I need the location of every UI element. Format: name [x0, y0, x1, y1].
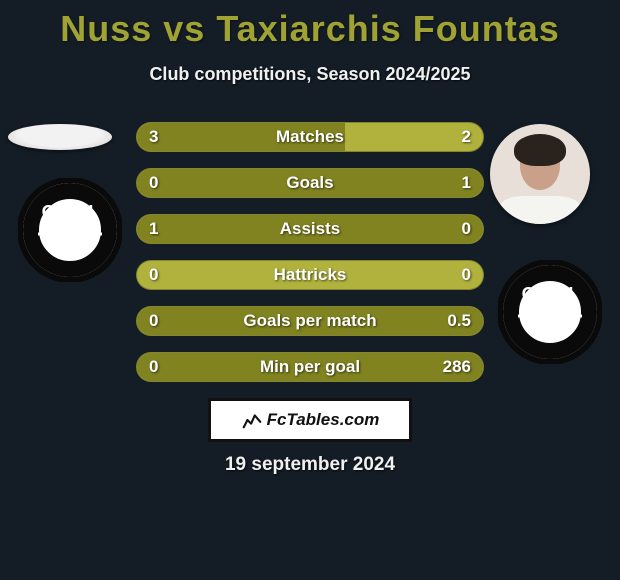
stat-bar: 0Min per goal286 — [136, 352, 484, 382]
comparison-bars: 3Matches20Goals11Assists00Hattricks00Goa… — [136, 122, 484, 398]
player-right-avatar — [490, 124, 590, 224]
svg-text:Ο.Φ.Η.: Ο.Φ.Η. — [522, 284, 579, 304]
stat-bar-right-value: 0 — [462, 215, 471, 243]
stat-bar-label: Goals per match — [137, 307, 483, 335]
stat-bar: 3Matches2 — [136, 122, 484, 152]
stat-bar-label: Hattricks — [137, 261, 483, 289]
club-badge-icon: Ο.Φ.Η. 1925 — [498, 260, 602, 364]
club-badge-icon: Ο.Φ.Η. 1925 — [18, 178, 122, 282]
club-left-badge: Ο.Φ.Η. 1925 — [18, 178, 122, 282]
fctables-badge: FcTables.com — [208, 398, 412, 442]
svg-text:1925: 1925 — [51, 238, 89, 257]
stat-bar-right-value: 2 — [462, 123, 471, 151]
club-right-badge: Ο.Φ.Η. 1925 — [498, 260, 602, 364]
stat-bar: 0Goals1 — [136, 168, 484, 198]
svg-text:1925: 1925 — [531, 320, 569, 339]
stat-bar-right-value: 1 — [462, 169, 471, 197]
stat-bar: 0Goals per match0.5 — [136, 306, 484, 336]
fctables-logo-icon — [241, 409, 263, 431]
stat-bar-label: Goals — [137, 169, 483, 197]
stat-bar-label: Matches — [137, 123, 483, 151]
stat-bar-label: Min per goal — [137, 353, 483, 381]
stat-bar-right-value: 0 — [462, 261, 471, 289]
stat-bar-right-value: 286 — [443, 353, 471, 381]
svg-text:Ο.Φ.Η.: Ο.Φ.Η. — [42, 202, 99, 222]
date-text: 19 september 2024 — [0, 454, 620, 476]
stat-bar: 0Hattricks0 — [136, 260, 484, 290]
page-title: Nuss vs Taxiarchis Fountas — [0, 0, 620, 50]
player-left-avatar — [8, 124, 112, 150]
fctables-label: FcTables.com — [267, 410, 380, 430]
stat-bar-right-value: 0.5 — [447, 307, 471, 335]
subtitle: Club competitions, Season 2024/2025 — [0, 64, 620, 85]
stat-bar-label: Assists — [137, 215, 483, 243]
stat-bar: 1Assists0 — [136, 214, 484, 244]
